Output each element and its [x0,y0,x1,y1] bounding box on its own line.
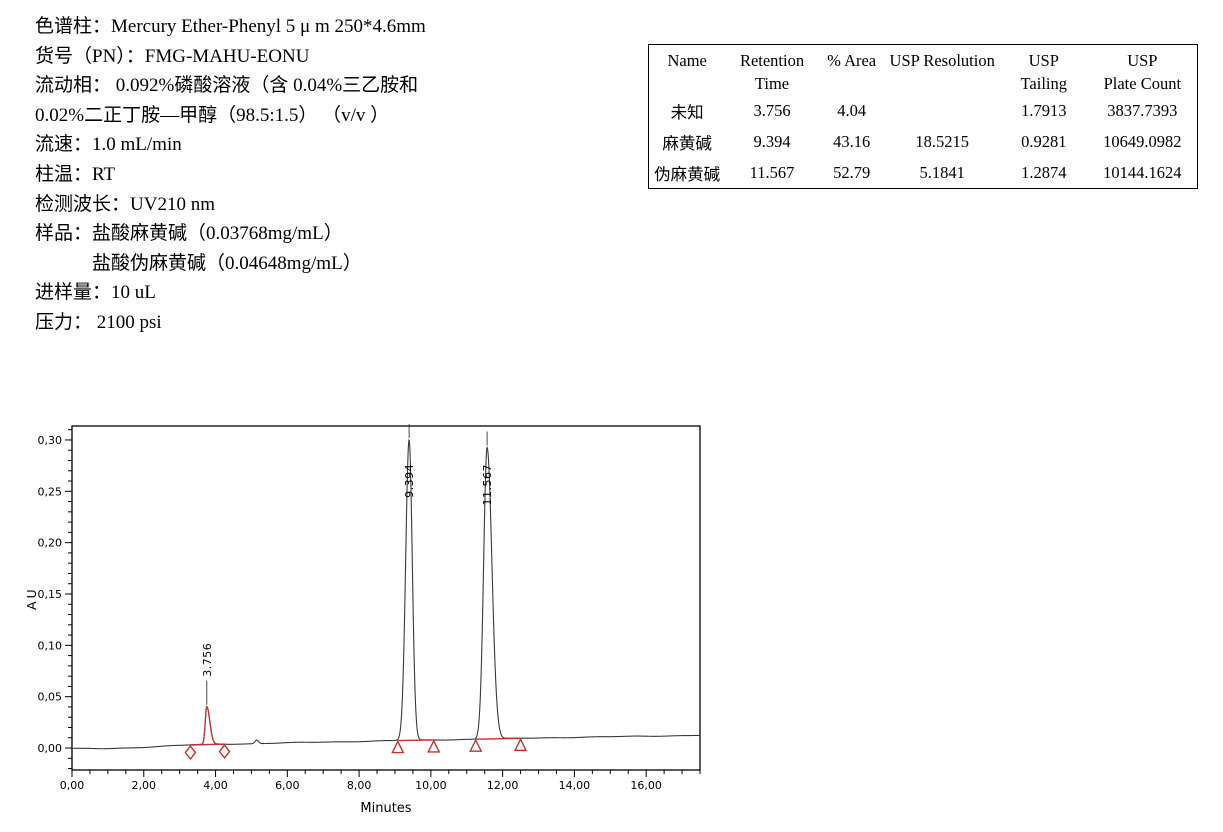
x-tick-label: 6,00 [275,779,300,792]
method-info-line: 进样量：10 uL [35,282,156,304]
method-info-line: 检测波长：UV210 nm [35,193,215,215]
y-tick-label: 0,00 [38,742,63,755]
chromatogram-trace [71,438,701,750]
peak-retention-label: 3.756 [201,643,214,677]
method-info-line: 柱温：RT [35,163,116,185]
integration-diamond-marker [218,743,231,760]
header-line2 [819,72,885,95]
red-peak-trace [190,705,225,746]
method-info-block: 色谱柱：Mercury Ether-Phenyl 5 μ m 250*4.6mm… [35,12,645,338]
integration-triangle-marker [427,739,441,753]
table-cell: 18.5215 [915,131,970,151]
table-row: 伪麻黄碱 11.567 52.79 5.1841 1.2874 10144.1624 [649,157,1198,189]
x-tick-label: 4,00 [203,779,228,792]
table-header-cell: USP Plate Count [1088,45,1198,96]
table-header-cell: Name [649,45,726,96]
table-row: 未知 3.756 4.04 1.7913 3837.7393 [649,95,1198,126]
y-tick-label: 0,15 [38,588,63,601]
header-line2: Plate Count [1103,74,1182,93]
header-line1: USP [1028,51,1059,70]
header-line2 [885,72,1000,95]
header-line1: Name [667,51,707,70]
table-cell: 3837.7393 [1107,100,1178,120]
table-header-cell: USP Tailing [1000,45,1088,96]
table-header-row: Name Retention Time % Area USP Resolution USP… [649,45,1198,96]
method-info-line: 0.02%二正丁胺—甲醇（98.5:1.5） （v/v ） [35,104,390,126]
x-tick-label: 10,00 [415,779,447,792]
table-cell: 0.9281 [1021,131,1067,151]
header-line2: Time [754,74,790,93]
method-info-line: 样品：盐酸麻黄碱（0.03768mg/mL） [35,223,343,245]
peak-retention-label: 9.394 [403,464,416,498]
integration-diamond-marker [184,744,197,761]
table-cell: 10649.0982 [1103,131,1182,151]
results-table-section: Name Retention Time % Area USP Resolution USP… [648,44,1198,189]
table-cell: 52.79 [833,162,871,182]
x-tick-label: 0,00 [60,779,85,792]
table-cell: 1.7913 [1021,100,1067,120]
method-info-line: 色谱柱：Mercury Ether-Phenyl 5 μ m 250*4.6mm [35,16,426,37]
table-cell: 10144.1624 [1103,162,1182,182]
integration-triangle-marker [469,738,483,752]
method-info-line: 流速：1.0 mL/min [35,134,182,156]
x-tick-label: 14,00 [559,779,591,792]
table-cell: 43.16 [833,131,871,151]
y-tick-label: 0,05 [38,691,63,704]
table-header-cell: USP Resolution [885,45,1000,96]
table-cell: 3.756 [753,100,791,120]
x-tick-label: 16,00 [630,779,662,792]
table-cell: 11.567 [749,162,795,182]
x-tick-label: 2,00 [132,779,157,792]
table-cell: 麻黄碱 [662,133,712,153]
peak-retention-label: 11.567 [481,464,494,506]
method-info-line: 盐酸伪麻黄碱（0.04648mg/mL） [92,252,362,274]
x-tick-label: 12,00 [487,779,519,792]
table-cell: 1.2874 [1021,162,1067,182]
header-line1: % Area [827,51,877,70]
y-tick-label: 0,10 [38,639,63,652]
integration-baseline [475,737,521,740]
method-info-line: 流动相： 0.092%磷酸溶液（含 0.04%三乙胺和 [35,75,419,97]
y-tick-label: 0,25 [38,485,63,498]
x-axis-title: Minutes [360,801,411,816]
header-line1: USP Resolution [889,51,995,70]
integration-baseline [397,739,434,742]
integration-triangle-marker [513,737,528,752]
table-cell: 伪麻黄碱 [654,164,721,184]
y-axis-title: AU [24,586,39,610]
header-line2: Tailing [1020,74,1068,93]
method-info-line: 压力： 2100 psi [35,311,162,333]
table-cell: 5.1841 [919,162,965,182]
plot-border [71,425,701,771]
chromatogram-plot: 0,00 2,00 4,00 6,00 8,00 10,00 12,00 14,00 16,00… [24,423,701,816]
chromatogram-section: 0,00 2,00 4,00 6,00 8,00 10,00 12,00 14,00 16,00… [20,415,720,830]
table-cell: 未知 [670,102,704,122]
integration-triangle-marker [391,740,405,754]
table-header-cell: % Area [819,45,885,96]
method-info-line: 货号（PN）：FMG-MAHU-EONU [35,45,310,67]
table-cell: 4.04 [837,100,867,120]
header-line1: USP [1127,51,1158,70]
y-tick-label: 0,30 [38,434,63,447]
header-line1: Retention [739,51,805,70]
table-cell [885,95,1000,126]
y-tick-label: 0,20 [38,537,63,550]
results-table: Name Retention Time % Area USP Resolution USP… [648,44,1198,189]
table-header-cell: Retention Time [725,45,818,96]
table-cell: 9.394 [753,131,791,151]
table-row: 麻黄碱 9.394 43.16 18.5215 0.9281 10649.0982 [649,126,1198,157]
x-tick-label: 8,00 [347,779,372,792]
header-line2 [649,72,725,95]
